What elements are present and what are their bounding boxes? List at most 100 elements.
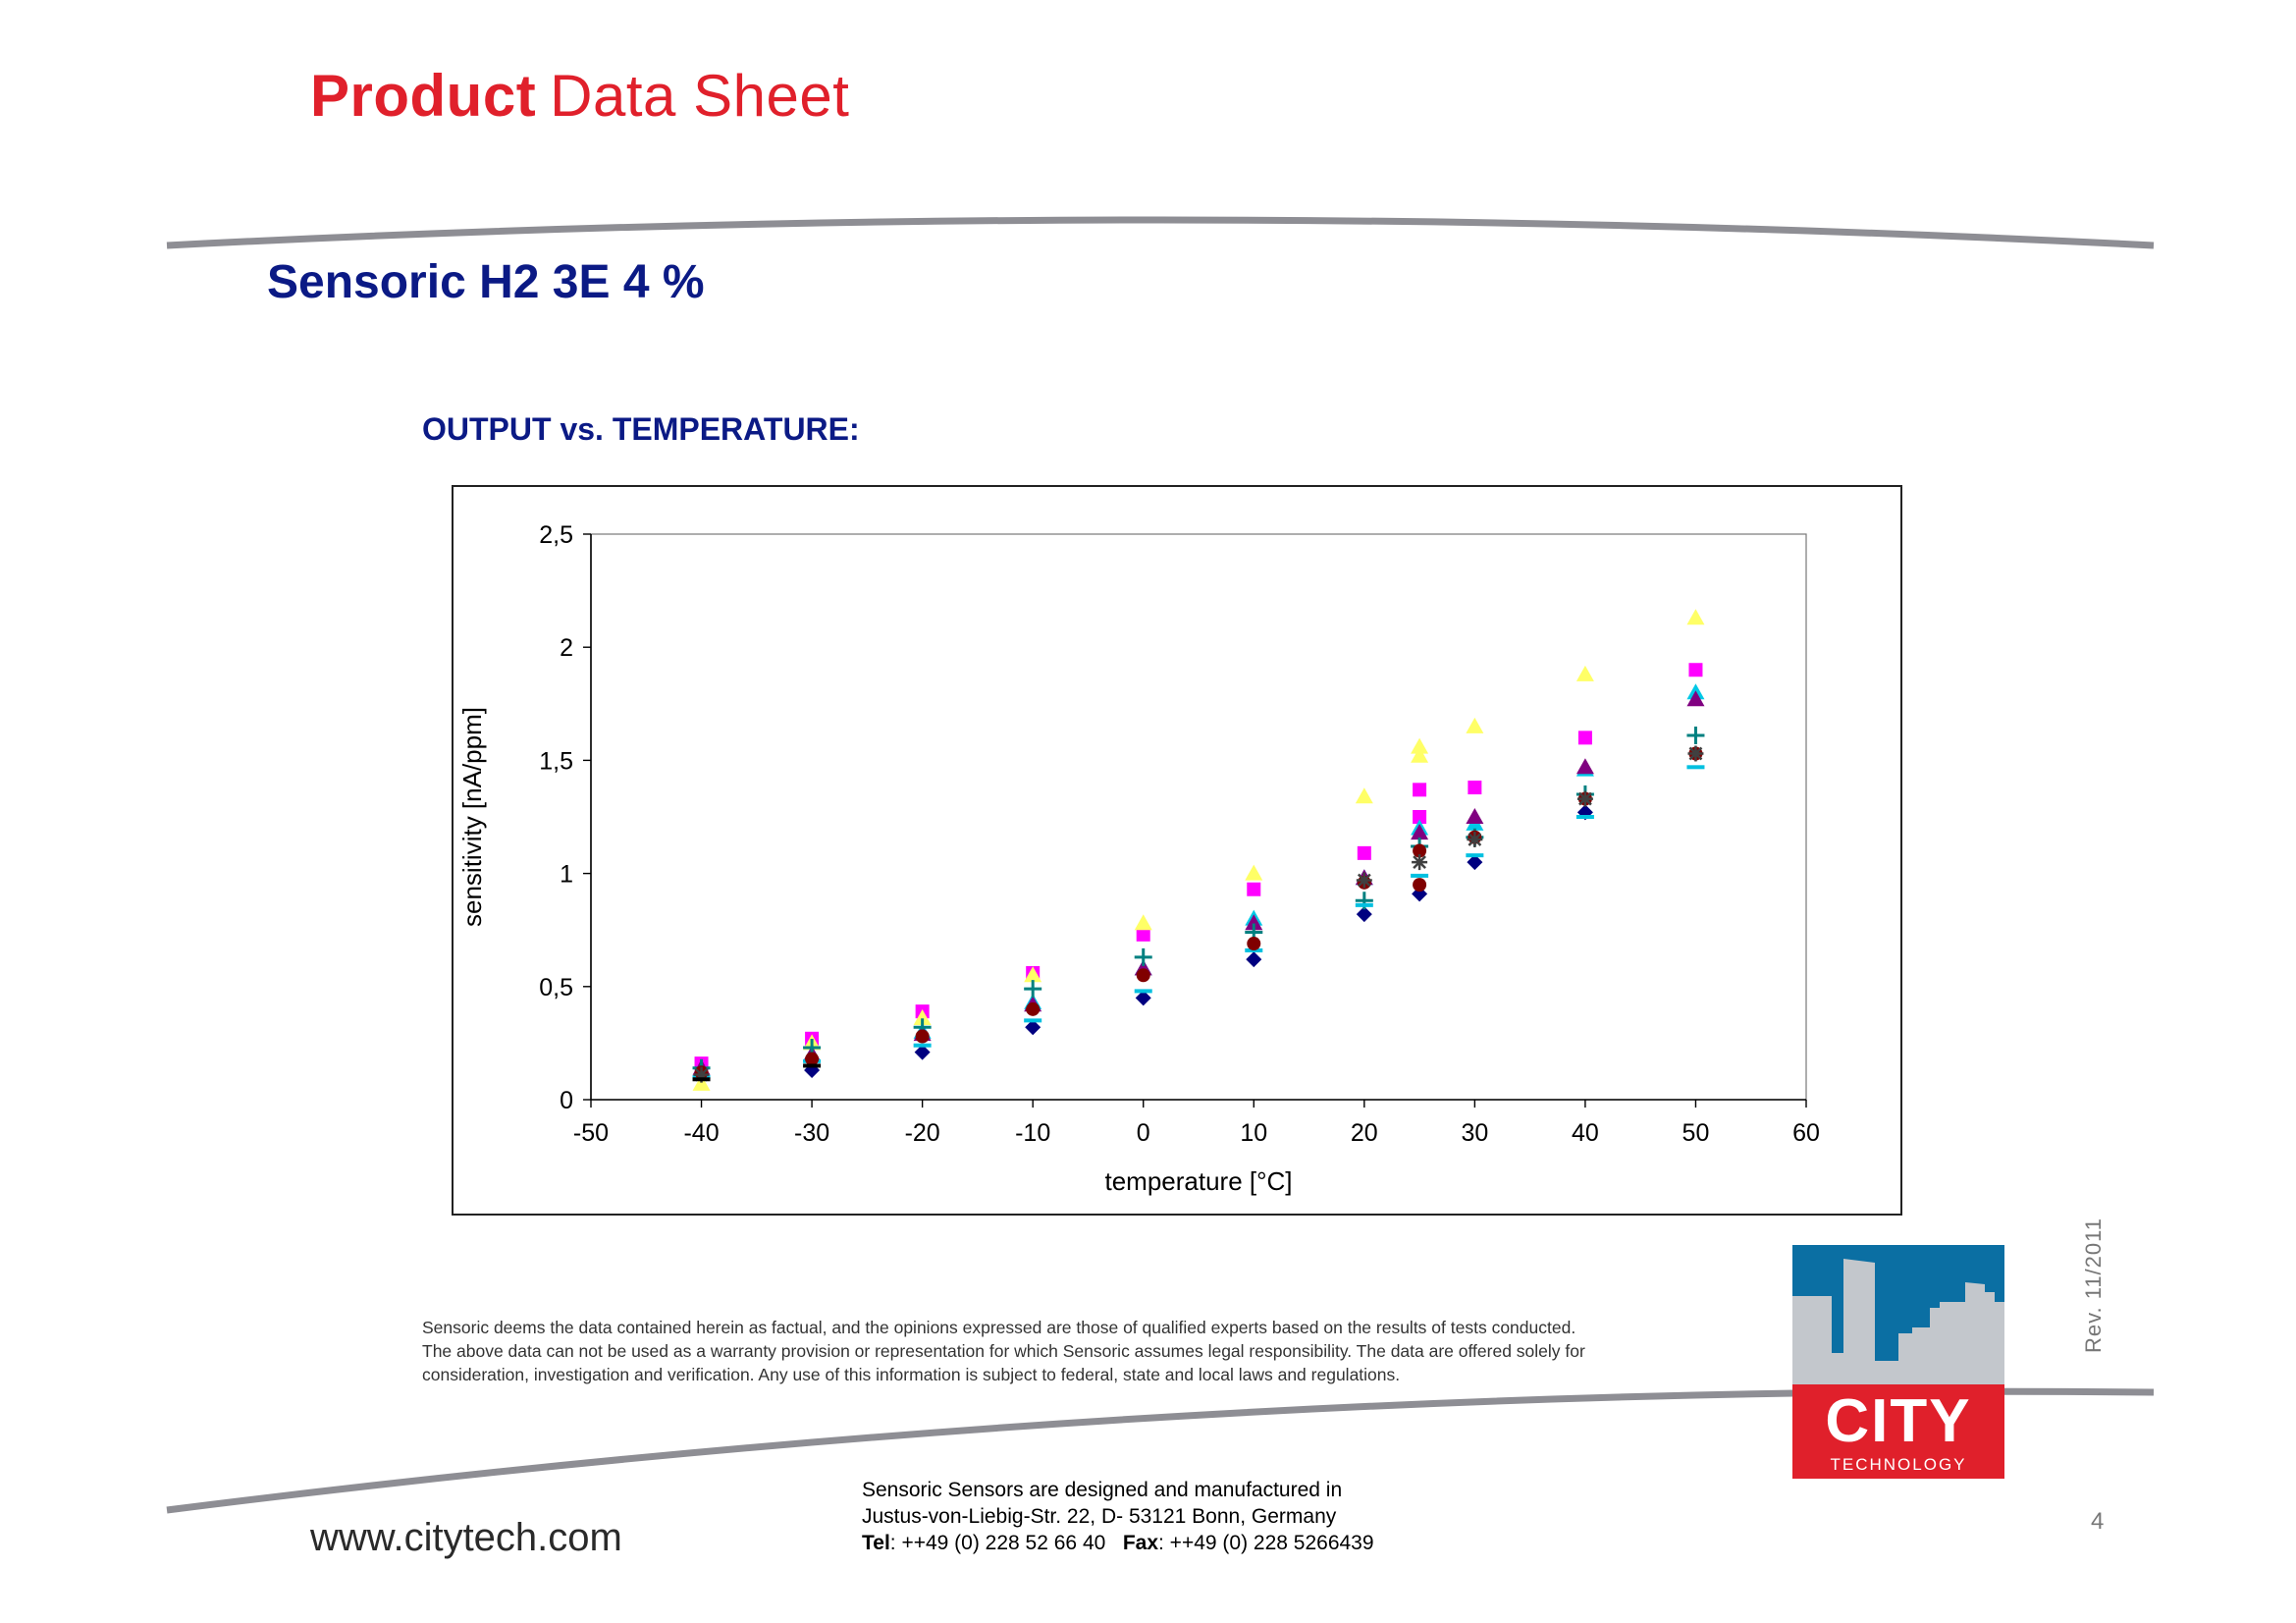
data-point (1577, 730, 1592, 745)
data-point (1413, 878, 1427, 893)
data-point (1575, 815, 1594, 819)
data-point (914, 1044, 931, 1060)
y-tick-label: 1 (560, 861, 573, 889)
data-point (1024, 980, 1042, 999)
x-axis-label: temperature [°C] (1104, 1166, 1292, 1196)
data-point (1247, 882, 1261, 896)
x-tick-label: -40 (683, 1119, 719, 1147)
data-point (692, 1074, 711, 1091)
disclaimer-line: consideration, investigation and verific… (422, 1365, 1401, 1384)
contact-line: Tel: ++49 (0) 228 52 66 40 Fax: ++49 (0)… (862, 1530, 1374, 1556)
data-point (1355, 902, 1373, 907)
fax-value: : ++49 (0) 228 5266439 (1158, 1532, 1374, 1554)
y-tick-label: 0,5 (539, 974, 573, 1001)
data-point (1355, 787, 1373, 804)
x-tick-label: 40 (1572, 1119, 1599, 1147)
data-point (1134, 914, 1152, 931)
data-point (1411, 873, 1429, 878)
x-tick-label: 10 (1240, 1119, 1267, 1147)
data-point (1411, 824, 1429, 840)
data-point (915, 1029, 930, 1044)
tel-label: Tel (862, 1532, 890, 1554)
data-point (1575, 758, 1594, 775)
data-point (1466, 717, 1484, 733)
product-name: Sensoric H2 3E 4 % (267, 256, 705, 308)
fax-label: Fax (1122, 1532, 1159, 1554)
data-point (1688, 663, 1703, 677)
address-block: Sensoric Sensors are designed and manufa… (862, 1477, 1374, 1556)
data-point (1135, 990, 1151, 1006)
x-tick-label: -20 (905, 1119, 940, 1147)
x-tick-label: 60 (1792, 1119, 1820, 1147)
chart-frame (452, 485, 1902, 1216)
x-tick-label: 20 (1351, 1119, 1378, 1147)
data-point (1687, 745, 1704, 762)
logo-technology-text: TECHNOLOGY (1830, 1455, 1966, 1474)
data-point (1466, 853, 1484, 858)
x-tick-label: -10 (1015, 1119, 1050, 1147)
data-point (1413, 843, 1427, 858)
data-point (1413, 783, 1427, 797)
address-line: Justus-von-Liebig-Str. 22, D- 53121 Bonn… (862, 1505, 1337, 1528)
y-tick-label: 0 (560, 1087, 573, 1114)
brand-title: Product Data Sheet (310, 61, 849, 132)
data-point (1466, 808, 1484, 824)
y-tick-label: 2 (560, 634, 573, 662)
disclaimer-line: Sensoric deems the data contained herein… (422, 1318, 1576, 1337)
data-point (1357, 845, 1371, 860)
disclaimer-line: The above data can not be used as a warr… (422, 1341, 1585, 1361)
data-point (1576, 790, 1593, 807)
data-point (913, 1043, 932, 1048)
data-point (1468, 781, 1482, 795)
address-line: Sensoric Sensors are designed and manufa… (862, 1479, 1343, 1501)
data-point (1025, 1019, 1041, 1036)
data-point (913, 1009, 932, 1026)
revision-label: Rev. 11/2011 (2081, 1217, 2106, 1353)
data-point (1136, 968, 1150, 983)
y-axis-label: sensitivity [nA/ppm] (457, 707, 487, 927)
data-point (693, 1066, 710, 1083)
city-technology-logo: CITY TECHNOLOGY (1792, 1245, 2004, 1479)
data-point (1026, 1001, 1041, 1016)
data-point (1024, 1018, 1042, 1023)
website-link[interactable]: www.citytech.com (310, 1516, 622, 1559)
data-point (1413, 810, 1427, 824)
data-point (1686, 690, 1705, 707)
data-point (1245, 864, 1263, 881)
x-tick-label: -50 (573, 1119, 609, 1147)
x-tick-label: -30 (794, 1119, 829, 1147)
data-point (1411, 737, 1429, 754)
data-point (1411, 746, 1429, 763)
section-title: OUTPUT vs. TEMPERATURE: (422, 411, 860, 447)
disclaimer: Sensoric deems the data contained herein… (422, 1316, 1796, 1386)
data-point (1467, 832, 1483, 848)
logo-city-text: CITY (1825, 1387, 1971, 1455)
data-point (1686, 727, 1705, 745)
data-point (1356, 872, 1372, 889)
brand-title-light: Data Sheet (550, 63, 850, 129)
data-point (692, 1077, 711, 1082)
data-point (1686, 609, 1705, 625)
data-point (805, 1052, 820, 1066)
x-tick-label: 30 (1461, 1119, 1488, 1147)
x-tick-label: 0 (1137, 1119, 1150, 1147)
data-point (1134, 989, 1152, 994)
data-point (1134, 947, 1152, 966)
data-point (1356, 906, 1372, 923)
data-point (1246, 951, 1262, 968)
brand-title-bold: Product (310, 63, 537, 129)
tel-value: : ++49 (0) 228 52 66 40 (889, 1532, 1106, 1554)
data-point (1686, 765, 1705, 770)
page-number: 4 (2091, 1508, 2105, 1535)
sensitivity-vs-temperature-chart: 0 0,5 1 1,5 2 2,5 -50 -40 -30 -20 -10 0 10 20 30 40 50 60… (457, 521, 1820, 1196)
data-point (1136, 927, 1150, 942)
data-point (1575, 665, 1594, 681)
y-tick-label: 1,5 (539, 747, 573, 775)
data-point (1247, 937, 1261, 951)
data-point (1245, 914, 1263, 931)
plot-area (590, 533, 1807, 1101)
data-point (1024, 966, 1042, 983)
data-point (803, 1063, 822, 1068)
data-point (1412, 854, 1428, 871)
data-point (1467, 854, 1483, 871)
